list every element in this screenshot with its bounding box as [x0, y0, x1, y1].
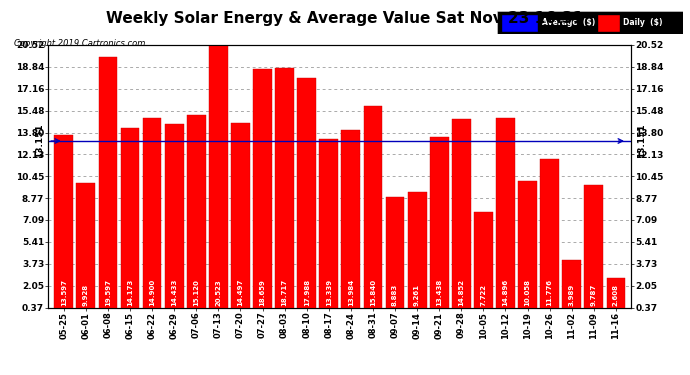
Bar: [518, 181, 537, 312]
Bar: [231, 123, 250, 312]
Text: 14.497: 14.497: [237, 279, 244, 306]
Bar: [342, 130, 360, 312]
Bar: [253, 69, 272, 312]
Text: 13.597: 13.597: [61, 279, 67, 306]
Text: 14.900: 14.900: [149, 279, 155, 306]
Text: 17.988: 17.988: [304, 279, 310, 306]
Bar: [121, 128, 139, 312]
Bar: [77, 183, 95, 312]
Bar: [319, 138, 338, 312]
Bar: [275, 69, 294, 312]
Bar: [430, 137, 448, 312]
Text: 11.776: 11.776: [546, 279, 553, 306]
Bar: [452, 119, 471, 312]
Text: 14.852: 14.852: [458, 279, 464, 306]
Text: 2.608: 2.608: [613, 285, 619, 306]
Text: Copyright 2019 Cartronics.com: Copyright 2019 Cartronics.com: [14, 39, 145, 48]
Text: 10.058: 10.058: [524, 279, 531, 306]
Text: 13.151: 13.151: [637, 124, 646, 158]
Text: 18.717: 18.717: [282, 279, 288, 306]
Bar: [607, 278, 625, 312]
Bar: [297, 78, 316, 312]
Text: 15.120: 15.120: [193, 280, 199, 306]
Text: 8.883: 8.883: [392, 284, 398, 306]
Text: 13.984: 13.984: [348, 279, 354, 306]
Text: 14.173: 14.173: [127, 279, 133, 306]
Bar: [364, 106, 382, 312]
Bar: [209, 45, 228, 312]
Bar: [584, 185, 603, 312]
Bar: [562, 260, 581, 312]
Text: 20.523: 20.523: [215, 280, 221, 306]
Text: 14.896: 14.896: [502, 279, 509, 306]
Bar: [165, 124, 184, 312]
Bar: [143, 118, 161, 312]
FancyBboxPatch shape: [598, 13, 620, 32]
Text: 19.597: 19.597: [105, 279, 111, 306]
Text: Weekly Solar Energy & Average Value Sat Nov 23 16:31: Weekly Solar Energy & Average Value Sat …: [106, 11, 584, 26]
Text: Daily  ($): Daily ($): [624, 18, 663, 27]
Bar: [386, 196, 404, 312]
Bar: [187, 116, 206, 312]
Text: 3.989: 3.989: [569, 284, 575, 306]
Text: 14.433: 14.433: [171, 279, 177, 306]
Text: 13.151: 13.151: [35, 124, 44, 158]
Bar: [474, 212, 493, 312]
Text: Average  ($): Average ($): [542, 18, 595, 27]
Bar: [55, 135, 73, 312]
Text: 9.261: 9.261: [414, 285, 420, 306]
Text: 13.339: 13.339: [326, 279, 332, 306]
Text: 15.840: 15.840: [370, 279, 376, 306]
Text: 18.659: 18.659: [259, 280, 266, 306]
Bar: [408, 192, 426, 312]
Bar: [496, 118, 515, 312]
Text: 7.722: 7.722: [480, 285, 486, 306]
FancyBboxPatch shape: [500, 13, 538, 32]
Bar: [99, 57, 117, 312]
Bar: [540, 159, 559, 312]
Text: 9.928: 9.928: [83, 284, 89, 306]
Text: 9.787: 9.787: [591, 284, 597, 306]
Text: 13.438: 13.438: [436, 279, 442, 306]
